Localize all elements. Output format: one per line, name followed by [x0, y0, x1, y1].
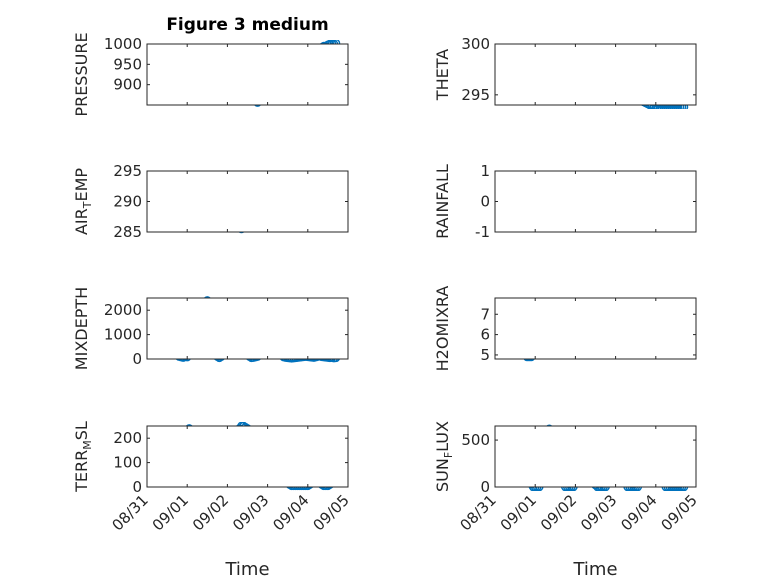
x-tick-label: 09/02: [189, 491, 232, 534]
y-tick-label: 285: [113, 223, 142, 241]
y-tick-label: 300: [461, 35, 490, 53]
y-axis-label: MIXDEPTH: [72, 287, 91, 370]
y-axis-label: TERRMSL: [72, 421, 94, 493]
y-tick-label: 0: [132, 350, 142, 368]
y-tick-label: 2000: [104, 301, 142, 319]
y-axis-label: AIRTEMP: [72, 168, 94, 235]
y-tick-label: 6: [480, 326, 490, 344]
y-tick-label: 900: [113, 76, 142, 94]
y-tick-label: 290: [113, 193, 142, 211]
subplot-4: -1 0 1 RAINFALL: [433, 162, 697, 241]
y-tick-label: 295: [461, 86, 490, 104]
axes-box: [494, 43, 697, 106]
y-tick-label: 295: [113, 162, 142, 180]
subplot-2: 295 300 THETA: [433, 35, 697, 109]
x-axis-label: Time: [572, 559, 617, 580]
x-tick-label: 09/04: [269, 491, 312, 534]
y-tick-label: 1: [480, 162, 490, 180]
y-tick-label: 100: [113, 454, 142, 472]
x-tick-label: 09/01: [497, 491, 540, 534]
y-tick-label: 1000: [104, 35, 142, 53]
x-axis-label: Time: [224, 559, 269, 580]
y-tick-label: 5: [480, 346, 490, 364]
axes-box: [146, 170, 349, 233]
x-tick-label: 09/05: [310, 491, 353, 534]
x-tick-label: 08/31: [109, 491, 152, 534]
axes-box: [146, 297, 349, 360]
figure-title: Figure 3 medium: [166, 15, 328, 35]
y-tick-label: 0: [132, 478, 142, 496]
subplot-1: 900 950 1000 PRESSURE Figure 3 medium: [72, 15, 349, 117]
x-tick-label: 09/05: [658, 491, 701, 534]
x-tick-label: 09/03: [229, 491, 272, 534]
x-tick-label: 09/02: [537, 491, 580, 534]
y-tick-label: 500: [461, 431, 490, 449]
y-axis-label: H2OMIXRA: [433, 286, 452, 372]
y-tick-label: 0: [480, 193, 490, 211]
axes-box: [146, 425, 349, 488]
y-axis-label: RAINFALL: [433, 164, 452, 239]
y-tick-label: 1000: [104, 326, 142, 344]
y-tick-label: 950: [113, 55, 142, 73]
y-tick-label: 7: [480, 305, 490, 323]
axes-box: [146, 43, 349, 106]
y-axis-label: SUNFLUX: [433, 421, 455, 492]
x-tick-label: 08/31: [457, 491, 500, 534]
y-axis-label: PRESSURE: [72, 32, 91, 116]
subplot-3: 285 290 295 AIRTEMP: [72, 162, 349, 241]
axes-box: [494, 425, 697, 488]
y-tick-label: 200: [113, 429, 142, 447]
y-axis-label: THETA: [433, 49, 452, 101]
y-tick-label: 0: [480, 478, 490, 496]
y-tick-label: -1: [475, 223, 490, 241]
x-tick-label: 09/03: [577, 491, 620, 534]
subplot-5: 0 1000 2000 MIXDEPTH: [72, 287, 349, 370]
axes-box: [494, 297, 697, 360]
subplot-6: 5 6 7 H2OMIXRA: [433, 286, 697, 372]
x-tick-label: 09/01: [149, 491, 192, 534]
axes-box: [494, 170, 697, 233]
x-tick-label: 09/04: [617, 491, 660, 534]
